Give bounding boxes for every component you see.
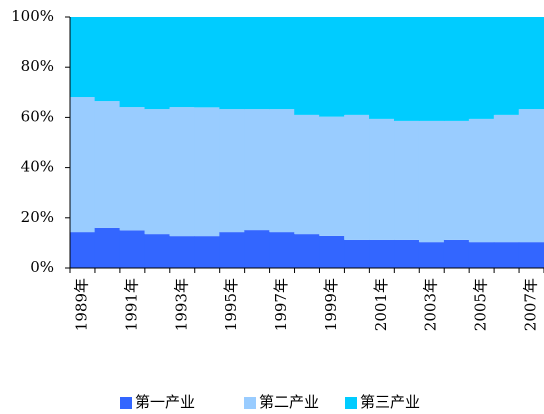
area-segment <box>169 236 196 268</box>
area-segment <box>369 118 395 240</box>
area-segment <box>418 242 445 268</box>
y-tick-label: 60% <box>21 107 54 125</box>
area-segment <box>319 17 345 117</box>
area-segment <box>194 236 220 268</box>
area-segment <box>394 120 420 240</box>
area-segment <box>418 120 445 243</box>
area-segment <box>194 107 220 237</box>
area-segment <box>119 17 146 108</box>
area-segment <box>344 114 370 240</box>
area-segment <box>468 118 495 243</box>
area-segment <box>69 232 96 268</box>
x-tick-label: 2007年 <box>522 278 540 331</box>
x-tick-label: 2005年 <box>472 278 490 331</box>
area-segment <box>294 17 320 115</box>
area-segment <box>69 17 96 98</box>
y-tick-label: 0% <box>30 258 54 276</box>
area-segment <box>443 17 470 121</box>
area-segment <box>144 234 171 268</box>
x-tick-label: 2003年 <box>422 278 440 331</box>
area-segment <box>269 109 295 233</box>
x-tick-label: 1995年 <box>222 278 240 331</box>
area-segment <box>144 17 171 110</box>
area-segment <box>369 17 395 119</box>
area-segment <box>394 17 420 121</box>
area-segment <box>169 17 196 108</box>
legend-label: 第二产业 <box>259 393 319 411</box>
area-segment <box>269 17 295 110</box>
legend-swatch <box>345 397 357 409</box>
legend-label: 第一产业 <box>135 393 195 411</box>
area-segment <box>369 239 395 268</box>
x-tick-label: 1991年 <box>122 278 140 331</box>
area-segment <box>294 234 320 268</box>
x-tick-label: 1993年 <box>172 278 190 331</box>
area-segment <box>493 114 520 243</box>
area-segment <box>468 17 495 119</box>
area-segment <box>518 242 544 268</box>
area-segment <box>94 17 121 102</box>
area-segment <box>394 239 420 268</box>
y-tick-label: 100% <box>11 7 54 25</box>
area-segment <box>418 17 445 121</box>
area-segment <box>443 120 470 240</box>
area-segment <box>518 17 544 110</box>
y-tick-label: 40% <box>21 158 54 176</box>
area-segment <box>94 227 121 268</box>
legend-swatch <box>120 397 132 409</box>
area-segment <box>493 242 520 268</box>
area-segment <box>493 17 520 115</box>
area-segment <box>319 116 345 236</box>
area-segment <box>194 17 220 108</box>
area-segment <box>244 230 270 268</box>
area-segment <box>443 239 470 268</box>
x-tick-label: 2001年 <box>372 278 390 331</box>
area-segment <box>169 107 196 237</box>
legend-label: 第三产业 <box>360 393 420 411</box>
area-segment <box>319 235 345 268</box>
y-tick-label: 20% <box>21 208 54 226</box>
area-segment <box>94 101 121 228</box>
area-segment <box>344 239 370 268</box>
x-tick-label: 1989年 <box>72 278 90 331</box>
area-segment <box>244 17 270 110</box>
area-segment <box>219 109 245 233</box>
area-segment <box>219 232 245 268</box>
x-tick-label: 1999年 <box>322 278 340 331</box>
area-segment <box>244 109 270 231</box>
area-segment <box>144 109 171 235</box>
area-segment <box>294 114 320 235</box>
area-segment <box>344 17 370 115</box>
area-segment <box>468 242 495 268</box>
area-segment <box>518 109 544 243</box>
legend-swatch <box>244 397 256 409</box>
x-tick-label: 1997年 <box>272 278 290 331</box>
y-tick-label: 80% <box>21 57 54 75</box>
area-segment <box>69 97 96 233</box>
area-segment <box>219 17 245 110</box>
area-segment <box>269 232 295 268</box>
area-segment <box>119 230 146 268</box>
area-segment <box>119 107 146 231</box>
